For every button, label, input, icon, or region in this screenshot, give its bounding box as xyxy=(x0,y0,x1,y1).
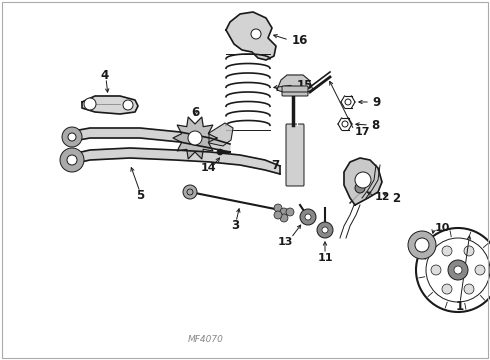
Circle shape xyxy=(317,222,333,238)
Circle shape xyxy=(280,208,288,216)
FancyBboxPatch shape xyxy=(286,124,304,186)
Polygon shape xyxy=(209,123,233,146)
Circle shape xyxy=(442,246,452,256)
Circle shape xyxy=(217,149,223,155)
Circle shape xyxy=(123,100,133,110)
Circle shape xyxy=(454,266,462,274)
Text: 12: 12 xyxy=(375,192,391,202)
Text: 15: 15 xyxy=(297,78,314,91)
Circle shape xyxy=(84,98,96,110)
Circle shape xyxy=(448,260,468,280)
Circle shape xyxy=(183,185,197,199)
Circle shape xyxy=(322,227,328,233)
Text: 16: 16 xyxy=(292,33,308,46)
Text: 17: 17 xyxy=(355,127,370,137)
Text: 7: 7 xyxy=(271,158,279,171)
Text: 14: 14 xyxy=(200,163,216,173)
Circle shape xyxy=(442,284,452,294)
Text: 1: 1 xyxy=(456,300,464,312)
Circle shape xyxy=(300,209,316,225)
Circle shape xyxy=(415,238,429,252)
Text: 4: 4 xyxy=(101,68,109,81)
Circle shape xyxy=(251,29,261,39)
FancyBboxPatch shape xyxy=(282,86,308,96)
Text: 8: 8 xyxy=(371,118,379,131)
Circle shape xyxy=(286,208,294,216)
Text: 3: 3 xyxy=(231,219,239,231)
Polygon shape xyxy=(344,158,382,205)
Text: 5: 5 xyxy=(136,189,144,202)
Polygon shape xyxy=(173,117,217,159)
Text: 6: 6 xyxy=(191,105,199,118)
Circle shape xyxy=(67,155,77,165)
Circle shape xyxy=(188,131,202,145)
Circle shape xyxy=(475,265,485,275)
Circle shape xyxy=(431,265,441,275)
Text: 11: 11 xyxy=(317,253,333,263)
Circle shape xyxy=(464,246,474,256)
Circle shape xyxy=(274,211,282,219)
Text: 10: 10 xyxy=(435,223,450,233)
Circle shape xyxy=(305,214,311,220)
Circle shape xyxy=(355,183,365,193)
Text: MF4070: MF4070 xyxy=(188,336,224,345)
Circle shape xyxy=(62,127,82,147)
Circle shape xyxy=(60,148,84,172)
Circle shape xyxy=(464,284,474,294)
Polygon shape xyxy=(277,75,313,92)
Text: 9: 9 xyxy=(372,95,380,108)
Circle shape xyxy=(68,133,76,141)
Text: 2: 2 xyxy=(392,192,400,204)
Circle shape xyxy=(280,214,288,222)
Text: 13: 13 xyxy=(277,237,293,247)
Polygon shape xyxy=(82,96,138,114)
Circle shape xyxy=(274,204,282,212)
Polygon shape xyxy=(68,128,230,152)
Circle shape xyxy=(408,231,436,259)
Circle shape xyxy=(355,172,371,188)
Polygon shape xyxy=(68,148,280,174)
Polygon shape xyxy=(226,12,276,60)
